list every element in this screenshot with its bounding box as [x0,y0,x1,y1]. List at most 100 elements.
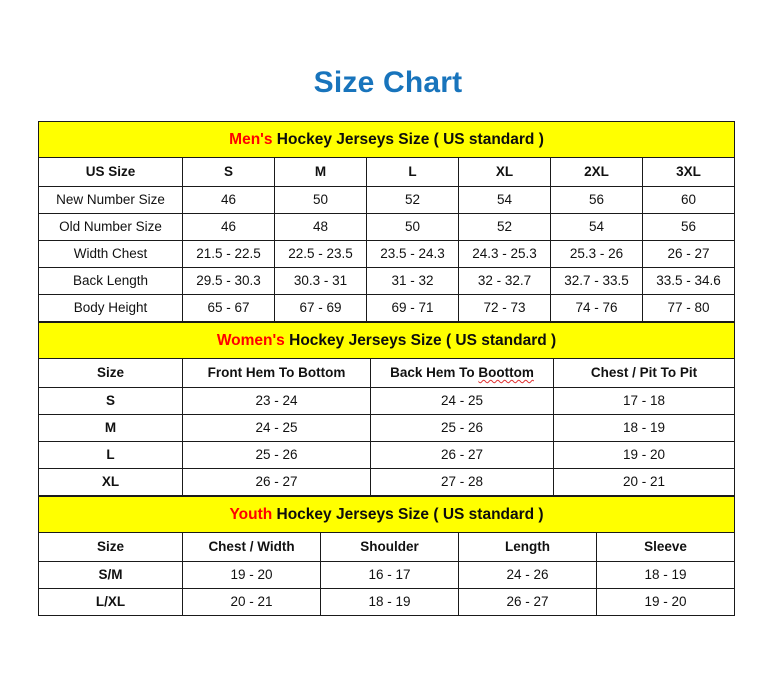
mens-cell-0-4: 56 [550,186,643,214]
mens-cell-4-5: 77 - 80 [641,294,736,322]
table-row: Old Number Size 46 48 50 52 54 56 [38,213,736,241]
womens-size-table: Women's Hockey Jerseys Size ( US standar… [38,322,735,496]
mens-cell-1-5: 56 [641,213,736,241]
youth-col-head-3: Length [458,532,597,562]
womens-cell-1-1: 25 - 26 [370,414,554,442]
youth-section-band: Youth Hockey Jerseys Size ( US standard … [37,496,736,533]
womens-cell-1-2: 18 - 19 [553,414,735,442]
womens-col-head-2-prefix: Back Hem To [390,365,479,381]
youth-size-table: Youth Hockey Jerseys Size ( US standard … [37,496,736,616]
mens-col-head-0: US Size [38,157,183,187]
mens-cell-3-2: 31 - 32 [366,267,459,295]
mens-cell-0-3: 54 [458,186,551,214]
womens-cell-2-1: 26 - 27 [370,441,554,469]
mens-col-head-6: 3XL [641,157,736,187]
womens-col-head-2-misspelled-word: Boottom [478,365,534,381]
table-row: Width Chest 21.5 - 22.5 22.5 - 23.5 23.5… [38,240,736,268]
womens-col-head-1: Front Hem To Bottom [182,358,371,388]
youth-cell-1-0: 20 - 21 [182,588,321,616]
table-row: New Number Size 46 50 52 54 56 60 [38,186,736,214]
mens-row-label-2: Width Chest [38,240,183,268]
mens-cell-0-2: 52 [366,186,459,214]
womens-cell-3-2: 20 - 21 [553,468,735,496]
mens-cell-3-5: 33.5 - 34.6 [641,267,736,295]
womens-band-accent: Women's [216,331,285,349]
mens-band-rest: Hockey Jerseys Size ( US standard ) [272,130,544,148]
page-title: Size Chart [313,66,463,99]
youth-cell-0-0: 19 - 20 [182,561,321,589]
womens-cell-3-1: 27 - 28 [370,468,554,496]
mens-cell-4-4: 74 - 76 [550,294,643,322]
mens-cell-1-2: 50 [366,213,459,241]
youth-row-label-1: L/XL [38,588,183,616]
womens-cell-1-0: 24 - 25 [182,414,371,442]
womens-section-band: Women's Hockey Jerseys Size ( US standar… [38,322,735,359]
womens-cell-3-0: 26 - 27 [182,468,371,496]
mens-col-head-3: L [366,157,459,187]
mens-cell-3-4: 32.7 - 33.5 [550,267,643,295]
womens-cell-0-0: 23 - 24 [182,387,371,415]
womens-cell-2-0: 25 - 26 [182,441,371,469]
youth-col-head-1: Chest / Width [182,532,321,562]
mens-cell-2-5: 26 - 27 [641,240,736,268]
mens-column-header-row: US Size S M L XL 2XL 3XL [38,157,736,187]
mens-cell-2-3: 24.3 - 25.3 [458,240,551,268]
table-row: S/M 19 - 20 16 - 17 24 - 26 18 - 19 [38,561,736,589]
mens-cell-4-3: 72 - 73 [458,294,551,322]
womens-col-head-2: Back Hem To Boottom [370,358,554,388]
youth-cell-1-2: 26 - 27 [458,588,597,616]
womens-row-label-2: L [38,441,183,469]
womens-col-head-3: Chest / Pit To Pit [553,358,735,388]
mens-cell-4-0: 65 - 67 [182,294,275,322]
mens-cell-1-3: 52 [458,213,551,241]
mens-cell-0-1: 50 [274,186,367,214]
mens-band-accent: Men's [229,130,273,148]
youth-band-accent: Youth [229,505,273,523]
mens-col-head-1: S [182,157,275,187]
youth-column-header-row: Size Chest / Width Shoulder Length Sleev… [38,532,736,562]
youth-col-head-0: Size [38,532,183,562]
youth-cell-0-3: 18 - 19 [595,561,736,589]
mens-cell-4-2: 69 - 71 [366,294,459,322]
youth-cell-1-3: 19 - 20 [595,588,736,616]
table-row: Back Length 29.5 - 30.3 30.3 - 31 31 - 3… [38,267,736,295]
womens-row-label-0: S [38,387,183,415]
mens-row-label-3: Back Length [38,267,183,295]
youth-row-label-0: S/M [38,561,183,589]
mens-cell-3-0: 29.5 - 30.3 [182,267,275,295]
youth-band-rest: Hockey Jerseys Size ( US standard ) [272,505,544,523]
table-row: L/XL 20 - 21 18 - 19 26 - 27 19 - 20 [38,588,736,616]
mens-col-head-2: M [274,157,367,187]
womens-row-label-1: M [38,414,183,442]
mens-cell-1-0: 46 [182,213,275,241]
table-row: L 25 - 26 26 - 27 19 - 20 [38,441,735,469]
youth-col-head-4: Sleeve [595,532,736,562]
mens-cell-2-1: 22.5 - 23.5 [274,240,367,268]
womens-column-header-row: Size Front Hem To Bottom Back Hem To Boo… [38,358,735,388]
table-row: M 24 - 25 25 - 26 18 - 19 [38,414,735,442]
womens-band-rest: Hockey Jerseys Size ( US standard ) [284,331,557,349]
youth-band-cell: Youth Hockey Jerseys Size ( US standard … [37,496,736,533]
mens-cell-0-0: 46 [182,186,275,214]
table-row: Body Height 65 - 67 67 - 69 69 - 71 72 -… [38,294,736,322]
size-tables-container: Men's Hockey Jerseys Size ( US standard … [37,121,736,616]
youth-cell-0-2: 24 - 26 [458,561,597,589]
womens-cell-0-1: 24 - 25 [370,387,554,415]
mens-row-label-4: Body Height [38,294,183,322]
womens-col-head-0: Size [38,358,183,388]
youth-col-head-2: Shoulder [320,532,459,562]
mens-size-table: Men's Hockey Jerseys Size ( US standard … [37,121,736,322]
mens-cell-0-5: 60 [641,186,736,214]
youth-cell-1-1: 18 - 19 [320,588,459,616]
mens-row-label-0: New Number Size [38,186,183,214]
mens-section-band: Men's Hockey Jerseys Size ( US standard … [37,121,736,158]
womens-cell-0-2: 17 - 18 [553,387,735,415]
mens-cell-4-1: 67 - 69 [274,294,367,322]
table-row: S 23 - 24 24 - 25 17 - 18 [38,387,735,415]
womens-row-label-3: XL [38,468,183,496]
womens-cell-2-2: 19 - 20 [553,441,735,469]
mens-cell-1-1: 48 [274,213,367,241]
youth-cell-0-1: 16 - 17 [320,561,459,589]
table-row: XL 26 - 27 27 - 28 20 - 21 [38,468,735,496]
